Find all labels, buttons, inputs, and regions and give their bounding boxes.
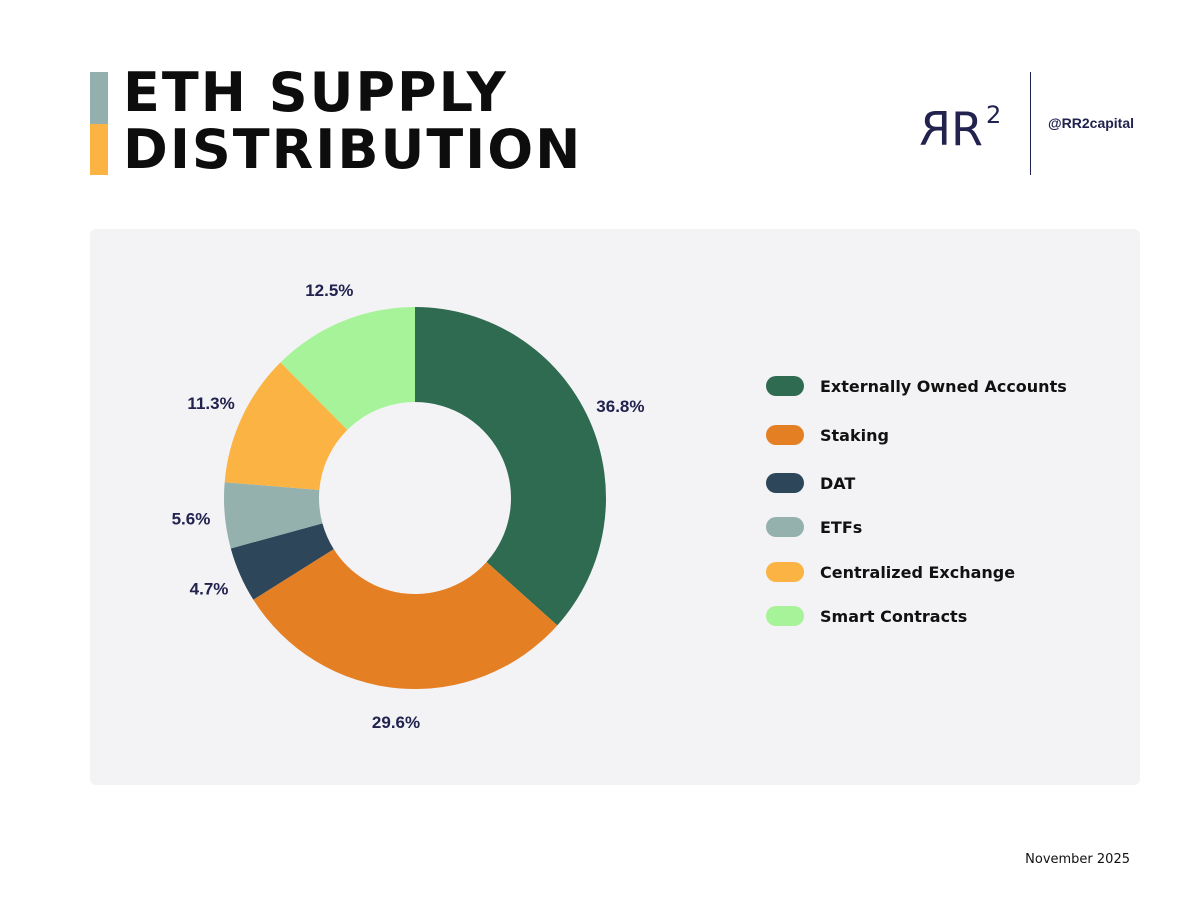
donut-slice-etfs[interactable] bbox=[223, 482, 323, 549]
slice-label: 11.3% bbox=[187, 394, 234, 413]
logo-letter: R bbox=[950, 102, 984, 157]
page-title: ETH SUPPLY DISTRIBUTION bbox=[123, 64, 582, 178]
slice-label: 36.8% bbox=[596, 397, 644, 416]
legend-item[interactable]: Externally Owned Accounts bbox=[766, 376, 1067, 396]
legend-item[interactable]: ETFs bbox=[766, 517, 862, 537]
title-line-2: DISTRIBUTION bbox=[123, 118, 583, 181]
donut-slice-staking[interactable] bbox=[253, 549, 558, 689]
report-date: November 2025 bbox=[1025, 852, 1130, 867]
title-line-1: ETH SUPPLY bbox=[123, 61, 508, 124]
legend-swatch bbox=[766, 425, 804, 445]
legend-label: Smart Contracts bbox=[820, 606, 968, 626]
legend-label: DAT bbox=[820, 473, 856, 493]
legend-swatch bbox=[766, 562, 804, 582]
slice-label: 5.6% bbox=[172, 510, 211, 529]
chart-legend: Externally Owned Accounts Staking DAT ETFs C… bbox=[766, 0, 1126, 900]
legend-swatch bbox=[766, 376, 804, 396]
legend-item[interactable]: Staking bbox=[766, 425, 889, 445]
title-accent-bar bbox=[90, 72, 108, 175]
title-accent-top bbox=[90, 72, 108, 124]
slice-label: 29.6% bbox=[372, 713, 420, 732]
brand-logo: RR2 bbox=[918, 96, 1003, 157]
legend-label: Externally Owned Accounts bbox=[820, 376, 1067, 396]
donut-slice-centralized-exchange[interactable] bbox=[224, 362, 348, 491]
legend-swatch bbox=[766, 473, 804, 493]
legend-swatch bbox=[766, 517, 804, 537]
legend-swatch bbox=[766, 606, 804, 626]
slice-label: 12.5% bbox=[305, 281, 353, 300]
legend-label: Staking bbox=[820, 425, 889, 445]
brand-divider bbox=[1030, 72, 1031, 175]
brand-handle[interactable]: @RR2capital bbox=[1048, 115, 1135, 131]
legend-item[interactable]: Smart Contracts bbox=[766, 606, 967, 626]
legend-item[interactable]: Centralized Exchange bbox=[766, 562, 1015, 582]
logo-superscript: 2 bbox=[985, 101, 1003, 129]
legend-label: Centralized Exchange bbox=[820, 562, 1016, 582]
slice-label: 4.7% bbox=[190, 580, 229, 599]
donut-slice-dat[interactable] bbox=[230, 523, 334, 600]
donut-slice-externally-owned-accounts[interactable] bbox=[415, 307, 606, 626]
legend-label: ETFs bbox=[820, 517, 863, 537]
donut-slice-smart-contracts[interactable] bbox=[280, 307, 415, 430]
title-accent-bottom bbox=[90, 124, 108, 175]
legend-item[interactable]: DAT bbox=[766, 473, 855, 493]
